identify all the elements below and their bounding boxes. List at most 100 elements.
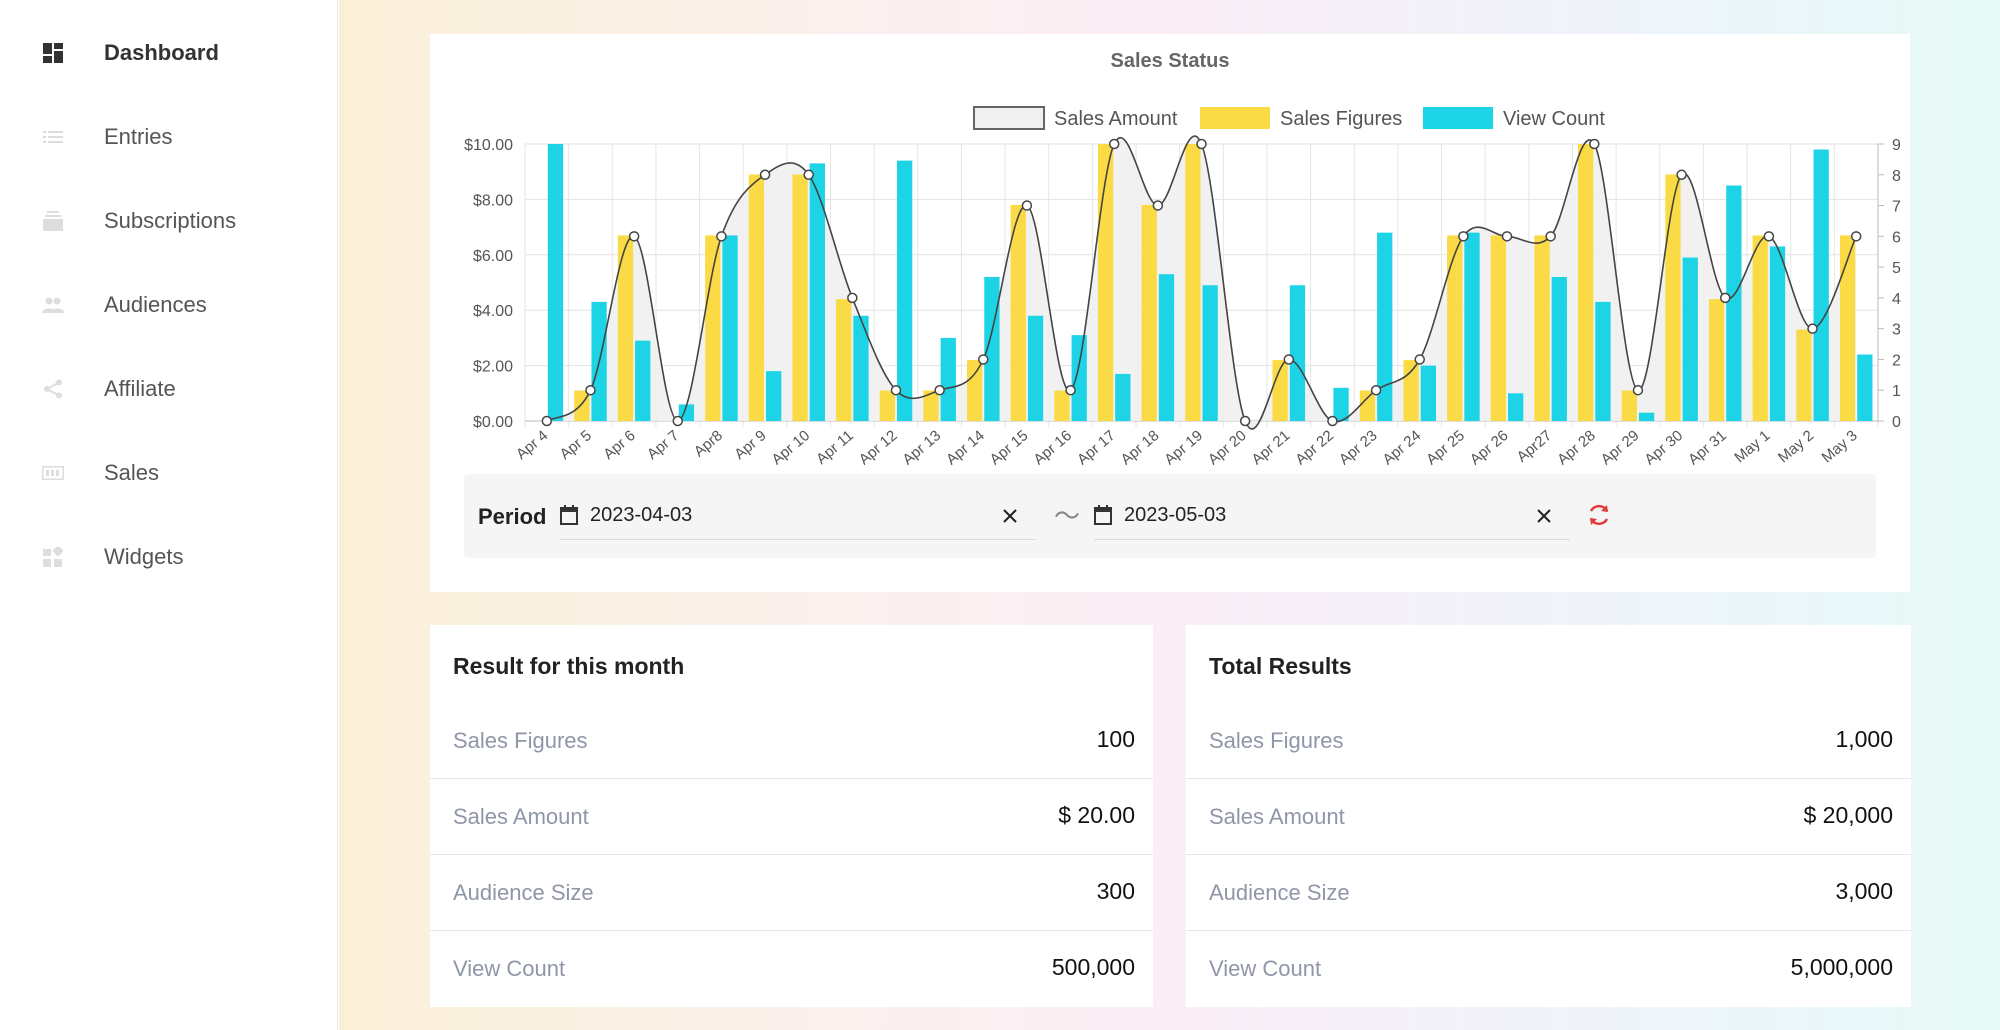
clear-start-date-icon[interactable] [1000, 506, 1020, 526]
sales-figures-bar [1185, 144, 1201, 421]
month-results-title: Result for this month [453, 653, 685, 679]
sales-amount-point [1327, 415, 1338, 427]
stat-label: View Count [453, 956, 566, 981]
x-tick-label: Apr8 [691, 427, 726, 460]
x-tick-label: Apr 12 [856, 427, 901, 468]
legend-label: View Count [1503, 108, 1605, 130]
x-tick-label: May 1 [1731, 427, 1773, 466]
sales-amount-point [1414, 354, 1425, 365]
sales-amount-point [1065, 384, 1076, 396]
sidebar-item-audiences[interactable]: Audiences [0, 275, 338, 335]
view-count-bar [1464, 232, 1480, 421]
stat-label: View Count [1209, 956, 1322, 981]
sales-figures-bar [1534, 235, 1550, 421]
view-count-bar [809, 163, 825, 421]
total-results-title: Total Results [1209, 653, 1352, 679]
sales-figures-bar [1447, 235, 1463, 421]
sales-amount-point [1239, 415, 1251, 427]
y-left-tick-label: $6.00 [473, 248, 513, 265]
x-tick-label: Apr 11 [813, 427, 857, 468]
view-count-bar [896, 160, 913, 421]
view-count-bar [1508, 393, 1524, 421]
view-count-bar [1813, 149, 1829, 421]
view-count-bar [722, 235, 738, 421]
sales-figures-bar [792, 174, 808, 421]
sales-amount-area [546, 136, 1857, 429]
view-count-bar [1333, 387, 1349, 421]
sales-figures-bar [1839, 235, 1856, 421]
legend-swatch [1200, 107, 1270, 129]
x-tick-label: Apr27 [1514, 427, 1556, 466]
sidebar-item-affiliate[interactable]: Affiliate [0, 359, 338, 419]
sales-amount-point [803, 169, 814, 181]
y-right1-tick-label: 8 [1892, 168, 1901, 185]
legend-label: Sales Amount [1054, 108, 1178, 130]
x-tick-label: Apr 24 [1380, 427, 1425, 468]
sidebar-item-label: Affiliate [104, 376, 176, 401]
sidebar-item-label: Entries [104, 124, 173, 149]
x-tick-label: Apr 9 [731, 427, 769, 463]
stat-value: 100 [1096, 726, 1135, 752]
start-date-field[interactable]: 2023-04-03 [560, 492, 1036, 540]
sidebar-item-label: Widgets [104, 544, 184, 569]
stat-value: $ 20,000 [1803, 802, 1893, 828]
view-count-bar [853, 315, 869, 421]
view-count-bar [1857, 354, 1873, 421]
sales-figures-bar [1752, 235, 1768, 421]
end-date-field[interactable]: 2023-05-03 [1094, 492, 1570, 540]
x-tick-label: Apr 15 [987, 427, 1032, 468]
sales-amount-point [1632, 384, 1644, 396]
sidebar-item-subscriptions[interactable]: Subscriptions [0, 191, 338, 251]
view-count-bar [766, 371, 782, 421]
view-count-bar [1420, 365, 1437, 421]
clear-end-date-icon[interactable] [1534, 506, 1554, 526]
sales-amount-point [1370, 384, 1382, 396]
y-right1-tick-label: 4 [1892, 291, 1901, 308]
view-count-bar [1769, 246, 1786, 421]
sales-figures-bar [705, 235, 721, 421]
sidebar-item-dashboard[interactable]: Dashboard [0, 23, 338, 83]
sales-figures-bar [1141, 204, 1157, 421]
x-tick-label: Apr 21 [1249, 427, 1294, 468]
stat-value: 3,000 [1835, 878, 1893, 904]
sidebar-item-widgets[interactable]: Widgets [0, 527, 338, 587]
sales-amount-point [1108, 138, 1120, 150]
legend-swatch [1423, 107, 1493, 129]
x-tick-label: Apr 29 [1598, 427, 1643, 468]
widgets-icon [42, 546, 64, 568]
x-tick-label: Apr 17 [1074, 427, 1119, 468]
view-count-bar [1682, 257, 1698, 421]
legend-swatch [973, 106, 1045, 130]
y-left-tick-label: $8.00 [473, 192, 513, 209]
sales-figures-bar [923, 390, 939, 421]
refresh-icon[interactable] [1586, 502, 1612, 528]
stat-row: Sales Amount $ 20,000 [1186, 779, 1911, 855]
sales-status-chart: Sales Status Sales Amount Sales Figures Vie… [464, 50, 1901, 468]
x-tick-label: Apr 23 [1336, 427, 1381, 468]
stat-label: Sales Figures [1209, 728, 1344, 753]
sales-amount-point [1152, 200, 1164, 211]
sidebar-item-sales[interactable]: Sales [0, 443, 338, 503]
sales-amount-point [759, 169, 771, 181]
y-right1-tick-label: 0 [1892, 414, 1901, 431]
stat-label: Sales Amount [453, 804, 589, 829]
sales-figures-bar [617, 235, 634, 421]
period-filter: Period 2023-04-03 〜 2023-05-03 [464, 474, 1876, 558]
sales-figures-bar [836, 299, 852, 421]
stat-row: Sales Figures 100 [430, 703, 1153, 779]
view-count-bar [1377, 232, 1393, 421]
dashboard-icon [42, 42, 64, 64]
sales-figures-bar [1272, 360, 1288, 421]
sales-figures-bar [1490, 235, 1507, 421]
stat-row: Sales Figures 1,000 [1186, 703, 1911, 779]
x-tick-label: Apr 16 [1030, 427, 1075, 468]
sales-figures-bar [1097, 144, 1114, 421]
view-count-bar [1595, 301, 1611, 421]
view-count-bar [1551, 276, 1567, 421]
view-count-bar [1115, 373, 1131, 421]
sidebar-item-entries[interactable]: Entries [0, 107, 338, 167]
view-count-bar [1289, 285, 1306, 421]
month-results-card: Result for this month Sales Figures 100 … [430, 625, 1153, 1007]
sales-figures-bar [1665, 174, 1681, 421]
y-right1-tick-label: 9 [1892, 137, 1901, 154]
